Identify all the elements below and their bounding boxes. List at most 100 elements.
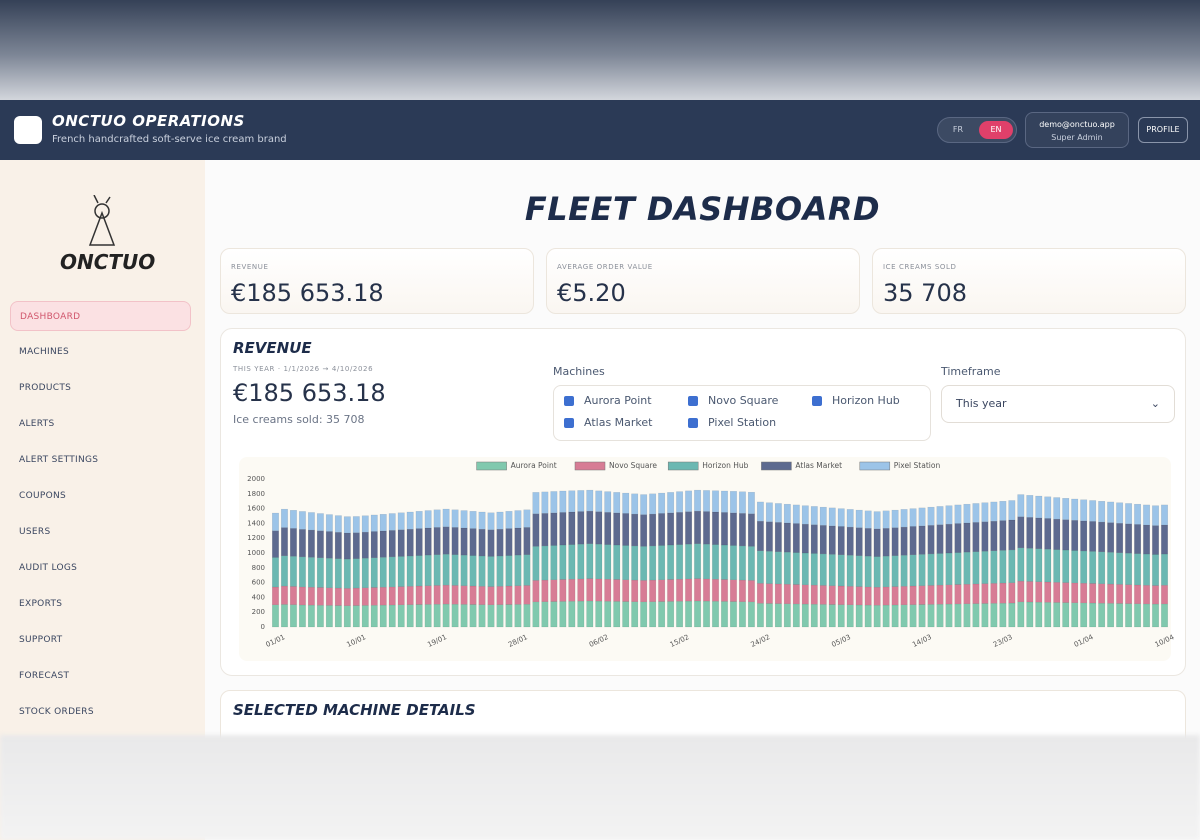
- bar-segment: [712, 601, 719, 628]
- bar-segment: [837, 585, 845, 605]
- bar-segment: [622, 513, 630, 546]
- nav-item[interactable]: EXPORTS: [19, 599, 63, 609]
- bar-segment: [1107, 501, 1115, 523]
- bar-segment: [523, 527, 531, 555]
- y-tick-label: 1800: [247, 490, 265, 498]
- bar-segment: [1035, 548, 1043, 582]
- timeframe-select[interactable]: This year ⌄: [941, 385, 1175, 423]
- bar-segment: [954, 603, 962, 628]
- bar-segment: [1071, 602, 1079, 628]
- bar-segment: [855, 555, 863, 587]
- bar-segment: [631, 579, 639, 602]
- bar-segment: [990, 501, 998, 522]
- checkbox[interactable]: [812, 395, 822, 406]
- bar-segment: [954, 584, 962, 605]
- bar-segment: [388, 530, 396, 558]
- bar-segment: [1080, 602, 1088, 628]
- checkbox[interactable]: [564, 395, 574, 406]
- bar-segment: [496, 586, 504, 605]
- bar-segment: [954, 523, 962, 553]
- machine-checkbox[interactable]: Atlas Market: [564, 416, 652, 429]
- nav-item[interactable]: AUDIT LOGS: [19, 563, 78, 573]
- revenue-panel: REVENUE THIS YEAR · 1/1/2026 → 4/10/2026…: [220, 328, 1186, 676]
- bar-segment: [478, 511, 486, 530]
- bar-segment: [487, 512, 495, 530]
- bar-segment: [739, 579, 746, 602]
- bar-segment: [1134, 524, 1142, 554]
- bar-segment: [1161, 585, 1168, 605]
- machine-checkbox[interactable]: Novo Square: [688, 394, 778, 407]
- lang-button[interactable]: FR: [952, 125, 964, 134]
- bar-segment: [352, 532, 360, 559]
- bar-segment: [900, 586, 908, 606]
- machine-checkbox[interactable]: Aurora Point: [564, 394, 652, 407]
- y-tick-label: 2000: [247, 475, 265, 483]
- machine-checkbox[interactable]: Horizon Hub: [812, 394, 900, 407]
- nav-item[interactable]: MACHINES: [19, 347, 70, 357]
- nav-item[interactable]: ALERTS: [19, 419, 55, 429]
- bar-segment: [281, 604, 288, 628]
- bar-segment: [1134, 584, 1142, 604]
- nav-item[interactable]: PRODUCTS: [19, 383, 72, 393]
- bar-segment: [1116, 502, 1124, 524]
- bar-segment: [1125, 584, 1133, 604]
- user-menu[interactable]: demo@onctuo.app Super Admin: [1025, 112, 1129, 148]
- legend-swatch: [574, 461, 606, 471]
- bar-segment: [568, 544, 576, 580]
- bar-segment: [658, 579, 666, 602]
- nav-item[interactable]: USERS: [19, 527, 51, 537]
- bar-segment: [730, 512, 737, 546]
- nav-item[interactable]: DASHBOARD: [10, 301, 191, 331]
- bar-segment: [945, 603, 953, 628]
- bar-segment: [918, 525, 926, 555]
- checkbox-label: Aurora Point: [584, 394, 652, 407]
- bar-segment: [810, 506, 818, 525]
- bar-segment: [550, 512, 558, 546]
- bar-segment: [703, 578, 710, 602]
- lang-button[interactable]: EN: [979, 121, 1013, 139]
- bar-segment: [1116, 552, 1124, 585]
- bar-segment: [568, 490, 576, 513]
- app-icon[interactable]: [14, 116, 42, 144]
- bar-segment: [658, 513, 666, 546]
- nav-item[interactable]: COUPONS: [19, 491, 67, 501]
- bar-segment: [999, 602, 1007, 628]
- bar-segment: [828, 604, 836, 628]
- machines-label: Machines: [553, 365, 605, 378]
- bar-segment: [873, 511, 881, 530]
- machine-checkbox[interactable]: Pixel Station: [688, 416, 776, 429]
- bar-segment: [1053, 497, 1061, 520]
- checkbox[interactable]: [688, 417, 698, 428]
- kpi-label: ICE CREAMS SOLD: [883, 263, 957, 271]
- bar-segment: [595, 600, 603, 628]
- bar-segment: [1053, 582, 1061, 603]
- nav-item[interactable]: STOCK ORDERS: [19, 707, 94, 717]
- bar-segment: [460, 527, 468, 556]
- nav-item[interactable]: ALERT SETTINGS: [19, 455, 99, 465]
- kpi-value: 35 708: [883, 279, 967, 307]
- bar-segment: [936, 604, 944, 628]
- revenue-total: €185 653.18: [233, 379, 386, 407]
- bar-segment: [1008, 519, 1016, 551]
- bar-segment: [792, 523, 800, 553]
- bar-segment: [747, 580, 755, 603]
- nav-item[interactable]: FORECAST: [19, 671, 70, 681]
- checkbox[interactable]: [564, 417, 574, 428]
- bar-segment: [846, 509, 854, 528]
- bar-segment: [514, 554, 522, 586]
- bar-segment: [469, 555, 477, 587]
- bar-segment: [963, 551, 971, 585]
- bar-segment: [864, 528, 872, 557]
- checkbox-label: Novo Square: [708, 394, 779, 407]
- profile-button[interactable]: PROFILE: [1138, 117, 1188, 143]
- bar-segment: [415, 528, 423, 556]
- checkbox[interactable]: [688, 395, 698, 406]
- bar-segment: [487, 529, 495, 557]
- bar-segment: [828, 585, 836, 605]
- bar-segment: [523, 585, 531, 605]
- bar-segment: [325, 587, 333, 606]
- bar-segment: [415, 604, 423, 628]
- bar-segment: [388, 604, 396, 628]
- bar-segment: [1026, 495, 1034, 518]
- nav-item[interactable]: SUPPORT: [19, 635, 63, 645]
